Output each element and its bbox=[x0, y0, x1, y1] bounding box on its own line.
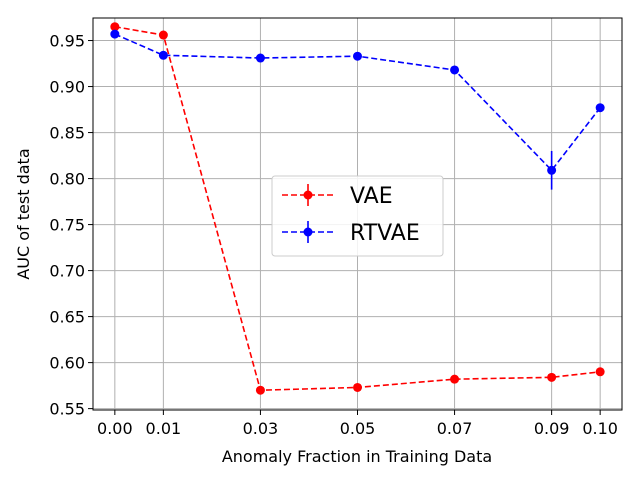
legend-label: VAE bbox=[350, 184, 393, 209]
series-rtvae bbox=[110, 29, 605, 190]
series-layer bbox=[110, 22, 605, 395]
y-tick-label: 0.70 bbox=[49, 262, 85, 281]
x-tick-label: 0.03 bbox=[243, 419, 279, 438]
ticks: 0.00 0.01 0.03 0.05 0.07 0.09 0.10 0.55 0.60 0.65… bbox=[49, 32, 618, 438]
y-tick-label: 0.95 bbox=[49, 32, 85, 51]
x-tick-label: 0.09 bbox=[534, 419, 570, 438]
data-point bbox=[595, 103, 605, 113]
legend-marker bbox=[303, 227, 313, 237]
x-tick-label: 0.10 bbox=[582, 419, 618, 438]
data-point bbox=[450, 65, 460, 75]
y-tick-label: 0.55 bbox=[49, 400, 85, 419]
x-tick-label: 0.07 bbox=[437, 419, 473, 438]
y-tick-label: 0.65 bbox=[49, 308, 85, 327]
legend: VAE RTVAE bbox=[271, 175, 444, 257]
legend-item-vae: VAE bbox=[282, 184, 393, 209]
data-point bbox=[547, 165, 557, 175]
legend-label: RTVAE bbox=[350, 221, 420, 246]
legend-item-rtvae: RTVAE bbox=[282, 221, 420, 246]
data-point bbox=[547, 372, 557, 382]
legend-marker bbox=[303, 190, 313, 200]
data-point bbox=[353, 382, 362, 392]
data-point bbox=[110, 22, 120, 32]
y-tick-label: 0.80 bbox=[49, 170, 85, 189]
data-point bbox=[255, 53, 265, 63]
x-axis-label: Anomaly Fraction in Training Data bbox=[222, 447, 492, 466]
data-point bbox=[158, 30, 168, 40]
series-vae bbox=[110, 22, 605, 395]
data-point bbox=[255, 385, 265, 395]
data-point bbox=[595, 367, 605, 377]
data-point bbox=[450, 374, 460, 384]
y-tick-label: 0.60 bbox=[49, 354, 85, 373]
data-point bbox=[353, 51, 362, 61]
x-tick-label: 0.00 bbox=[97, 419, 133, 438]
x-tick-label: 0.05 bbox=[340, 419, 376, 438]
y-tick-label: 0.75 bbox=[49, 216, 85, 235]
data-point bbox=[110, 29, 120, 39]
y-tick-label: 0.90 bbox=[49, 78, 85, 97]
legend-box bbox=[271, 175, 444, 257]
y-axis-label: AUC of test data bbox=[14, 148, 33, 279]
x-tick-label: 0.01 bbox=[146, 419, 182, 438]
data-point bbox=[158, 50, 168, 60]
y-tick-label: 0.85 bbox=[49, 124, 85, 143]
